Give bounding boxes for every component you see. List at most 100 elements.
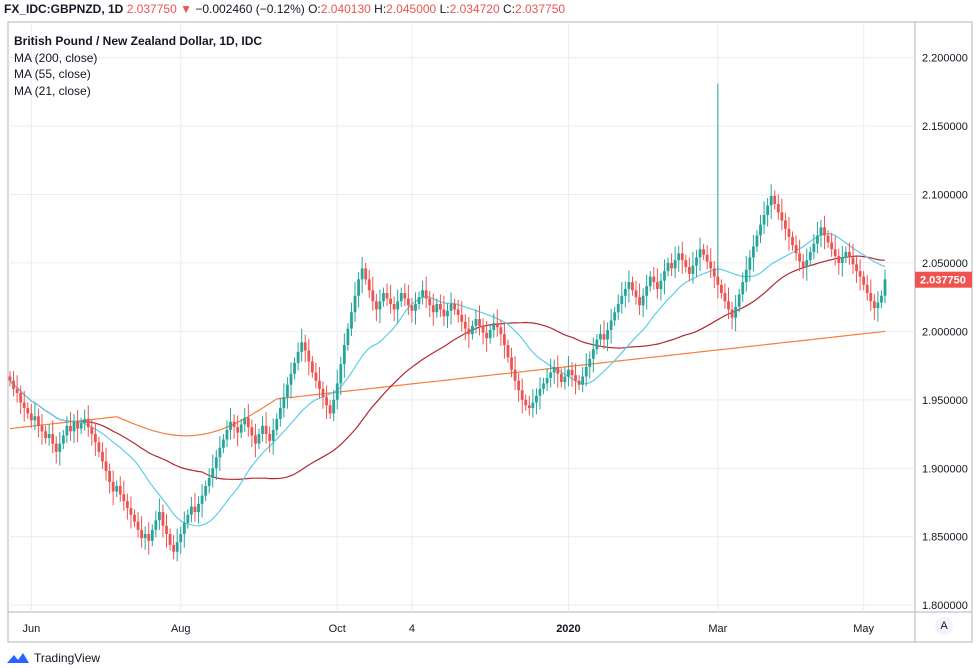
candle [737,288,741,313]
candle [837,248,841,275]
candle-body [606,330,609,340]
candle [389,284,392,314]
candle [492,313,496,338]
price-axis[interactable]: 1.800000 1.850000 1.900000 1.950000 2.000000… [922,53,968,613]
candle [346,323,350,351]
legend-title[interactable]: British Pound / New Zealand Dollar, 1D, … [14,34,263,48]
legend-ma200[interactable]: MA (200, close) [14,50,98,65]
candle [495,309,499,337]
candle [300,328,304,362]
candle [869,279,873,311]
last-price: 2.037750 [126,2,177,16]
candle-body [730,309,734,318]
candle [257,428,261,450]
candle [104,447,108,481]
candle-body [47,434,51,439]
candle [353,282,357,322]
candle-body [787,228,791,237]
candle [613,306,617,326]
candle [840,245,844,277]
candle-body [709,261,713,269]
legend-ma55[interactable]: MA (55, close) [14,67,91,81]
candle [787,217,791,251]
candle [190,497,193,523]
candle-body [190,506,193,515]
candle-body [303,342,307,351]
candle-body [695,257,698,266]
candle [307,338,311,376]
candle [794,235,798,261]
candle-body [389,298,392,304]
candle-body [431,305,435,313]
candle [54,436,58,464]
ma200-line [9,330,886,437]
candle-body [495,323,499,328]
candle [801,254,805,279]
candle [826,230,830,248]
candle-body [773,195,777,205]
candle-body [175,542,179,552]
candle [702,243,705,261]
time-axis[interactable]: Jun Aug Oct 4 2020 Mar May [22,623,874,635]
candle-body [76,421,79,429]
candle-body [645,286,649,296]
candle [72,414,76,443]
symbol-name[interactable]: FX_IDC:GBPNZD, 1D [4,2,124,16]
candle [65,416,69,443]
candle-body [876,302,880,309]
candle-body [101,451,104,462]
candle-body [762,215,766,225]
candle [620,282,624,314]
candle-body [339,364,343,384]
candle [741,272,745,302]
candle [481,318,485,345]
candle [214,449,218,480]
candle [175,528,179,562]
candle [47,424,51,446]
ma55-line [9,255,886,481]
candle [798,239,802,272]
candle [12,371,15,397]
candle-body [880,295,883,303]
auto-scale-button[interactable]: A [935,617,953,635]
candle-body [716,276,720,285]
candle-body [318,380,321,389]
footer: TradingView [6,650,100,666]
candle-body [816,235,819,244]
candle-body [15,388,19,393]
candle [399,287,403,307]
candle-body [687,267,691,274]
candle [880,290,883,309]
candle-body [428,298,432,306]
legend-ma21[interactable]: MA (21, close) [14,83,91,98]
candle [278,398,282,427]
candle-body [282,397,286,409]
x-tick-label: Mar [708,623,727,635]
candle [22,390,26,422]
candle [670,253,673,276]
candle-body [581,376,585,385]
candle [122,480,126,511]
candle [207,468,211,494]
candle-body [150,529,154,541]
brand-name[interactable]: TradingView [34,651,101,665]
candle [339,356,343,396]
candle-body [342,345,346,365]
grid [8,22,915,612]
candle-body [364,268,368,280]
candle-body [406,298,410,306]
candle-body [492,323,496,331]
candle-body [193,506,197,513]
candle-body [549,372,553,378]
candle [734,295,738,332]
candle-body [552,366,556,373]
open-value: 2.040130 [320,2,371,16]
candle [513,356,517,391]
candle [588,351,592,379]
candle [435,298,439,318]
candle-body [524,399,528,406]
candle [321,381,325,409]
candle [791,231,794,251]
y-tick-label: 1.850000 [922,532,968,544]
